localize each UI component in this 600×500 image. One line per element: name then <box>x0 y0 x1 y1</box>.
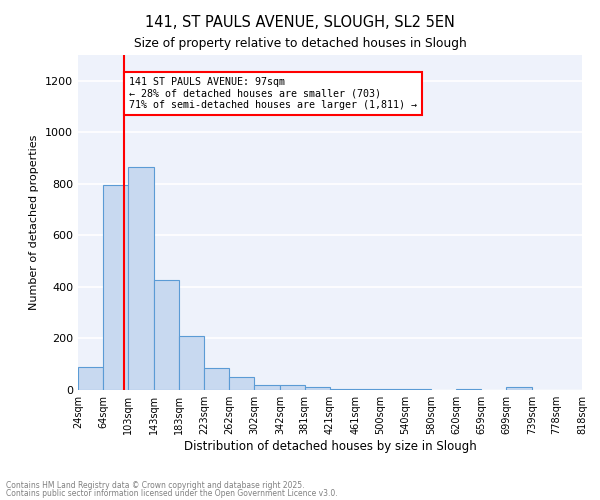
Bar <box>355 388 380 390</box>
Text: 141 ST PAULS AVENUE: 97sqm
← 28% of detached houses are smaller (703)
71% of sem: 141 ST PAULS AVENUE: 97sqm ← 28% of deta… <box>130 77 418 110</box>
Text: Size of property relative to detached houses in Slough: Size of property relative to detached ho… <box>134 38 466 51</box>
X-axis label: Distribution of detached houses by size in Slough: Distribution of detached houses by size … <box>184 440 476 453</box>
Bar <box>506 387 532 390</box>
Bar <box>305 387 330 390</box>
Bar <box>154 280 179 390</box>
Text: Contains HM Land Registry data © Crown copyright and database right 2025.: Contains HM Land Registry data © Crown c… <box>6 480 305 490</box>
Bar <box>205 368 229 390</box>
Bar <box>330 388 355 390</box>
Bar <box>229 377 254 390</box>
Text: 141, ST PAULS AVENUE, SLOUGH, SL2 5EN: 141, ST PAULS AVENUE, SLOUGH, SL2 5EN <box>145 15 455 30</box>
Bar <box>457 388 481 390</box>
Text: Contains public sector information licensed under the Open Government Licence v3: Contains public sector information licen… <box>6 489 338 498</box>
Bar <box>78 367 103 390</box>
Bar <box>254 385 280 390</box>
Bar <box>128 167 154 390</box>
Bar <box>179 336 205 390</box>
Bar <box>406 388 431 390</box>
Bar <box>280 385 305 390</box>
Bar <box>380 388 406 390</box>
Y-axis label: Number of detached properties: Number of detached properties <box>29 135 40 310</box>
Bar <box>103 185 128 390</box>
